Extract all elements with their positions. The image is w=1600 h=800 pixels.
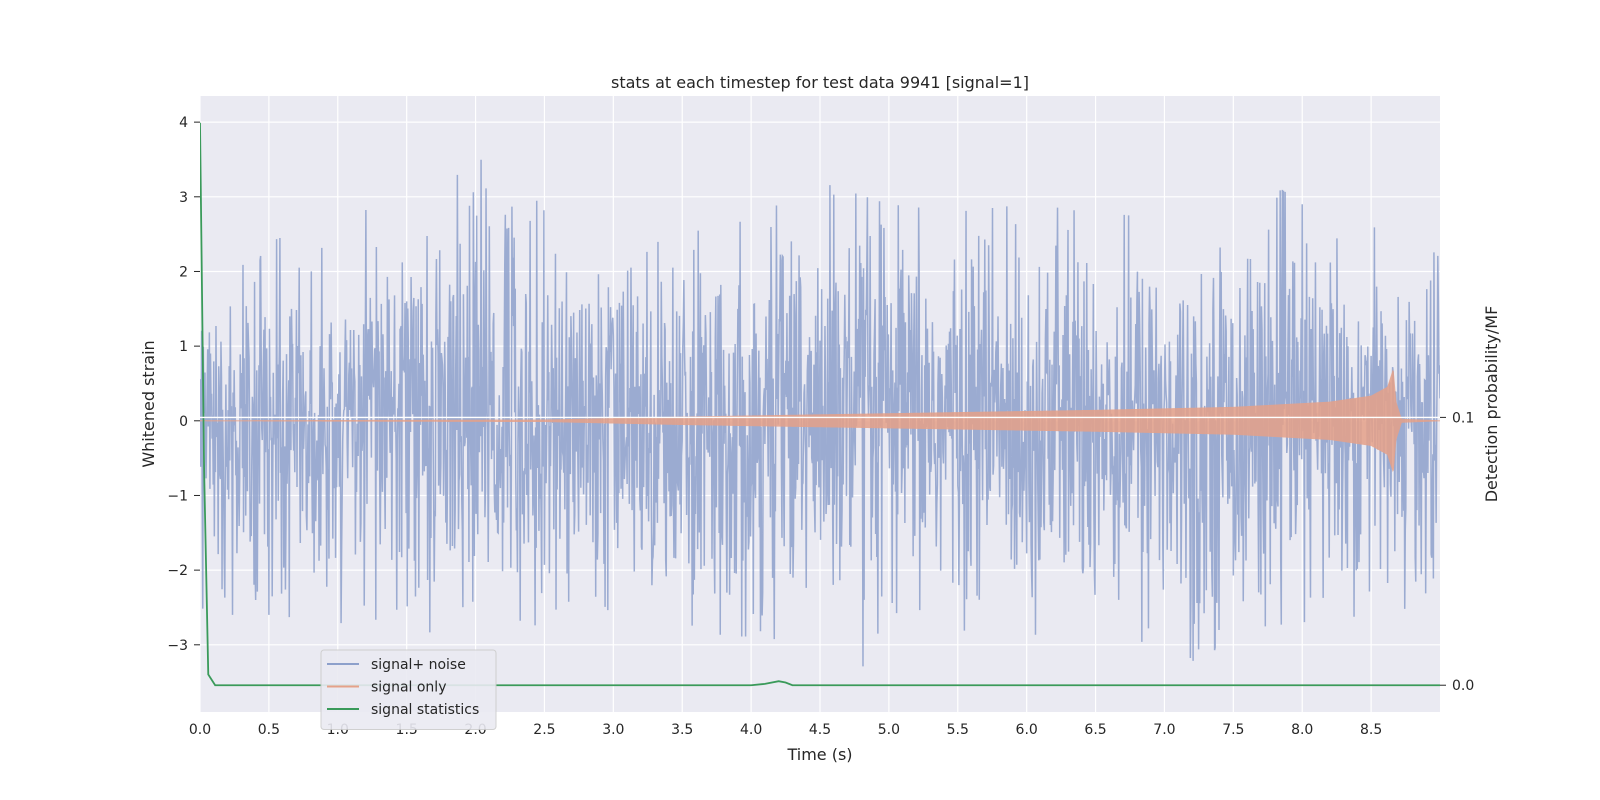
x-tick-label: 3.0 [602, 722, 624, 738]
y-tick-label: 3 [179, 190, 188, 206]
y-axis-label: Whitened strain [139, 340, 158, 467]
series-signal-noise-line [200, 159, 1440, 667]
y-tick-label: −3 [167, 638, 188, 654]
x-tick-label: 0.5 [258, 722, 280, 738]
y2-tick-label: 0.0 [1452, 678, 1474, 694]
series-signal-statistics-line [200, 122, 1440, 687]
legend-box [320, 649, 497, 730]
legend-label: signal statistics [371, 702, 479, 718]
x-tick-label: 2.5 [533, 722, 555, 738]
chart-title: stats at each timestep for test data 994… [611, 73, 1029, 92]
x-tick-label: 3.5 [671, 722, 693, 738]
x-tick-label: 8.0 [1291, 722, 1313, 738]
legend-label: signal only [371, 680, 446, 696]
y-tick-label: 2 [179, 264, 188, 280]
x-tick-label: 6.5 [1084, 722, 1106, 738]
legend: signal+ noise signal only signal statistic… [320, 649, 497, 730]
plot-area [200, 122, 1440, 687]
x-tick-label: 4.0 [740, 722, 762, 738]
x-tick-label: 6.0 [1016, 722, 1038, 738]
y-tick-label: 0 [179, 414, 188, 430]
y-tick-label: 4 [179, 115, 188, 131]
legend-label: signal+ noise [371, 657, 466, 673]
x-tick-label: 0.0 [189, 722, 211, 738]
y-tick-label: −1 [167, 488, 188, 504]
x-tick-label: 4.5 [809, 722, 831, 738]
x-tick-label: 5.5 [947, 722, 969, 738]
x-tick-label: 7.0 [1153, 722, 1175, 738]
y2-axis-ticks: 0.0 0.1 [1440, 410, 1474, 694]
y-axis-ticks: −3 −2 −1 0 1 2 3 4 [167, 115, 200, 654]
x-tick-label: 7.5 [1222, 722, 1244, 738]
x-tick-label: 8.5 [1360, 722, 1382, 738]
series-signal-only-area [200, 369, 1440, 472]
x-axis-label: Time (s) [786, 745, 852, 764]
y2-tick-label: 0.1 [1452, 410, 1474, 426]
y2-axis-label: Detection probability/MF [1482, 306, 1501, 503]
x-tick-label: 5.0 [878, 722, 900, 738]
y-tick-label: −2 [167, 563, 188, 579]
y-tick-label: 1 [179, 339, 188, 355]
